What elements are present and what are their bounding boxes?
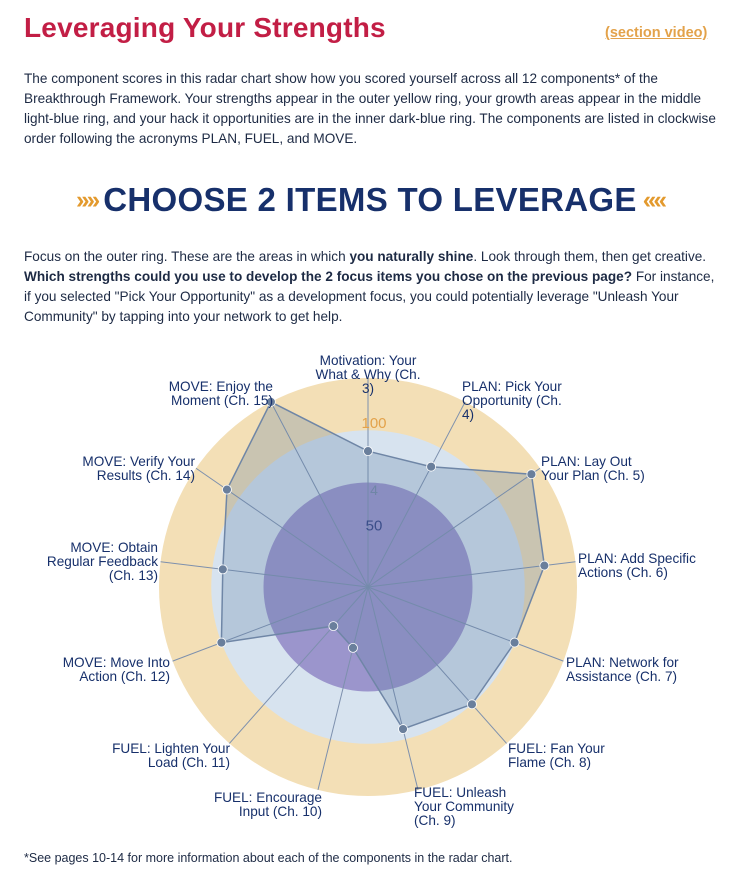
category-label: FUEL: Fan Your Flame (Ch. 8) xyxy=(508,741,605,770)
spoke-line xyxy=(229,586,369,744)
spoke-line xyxy=(367,401,466,588)
category-label-line: FUEL: Unleash xyxy=(414,785,506,800)
score-point xyxy=(467,699,477,710)
category-label-line: Action (Ch. 12) xyxy=(79,669,170,684)
score-point xyxy=(217,564,228,575)
category-label-line: What & Why (Ch. xyxy=(316,367,421,382)
category-label-line: 3) xyxy=(362,381,374,396)
category-label-line: PLAN: Network for xyxy=(566,655,679,670)
spoke-line xyxy=(172,586,369,662)
category-label-line: Your Plan (Ch. 5) xyxy=(541,468,645,483)
category-label-line: MOVE: Obtain xyxy=(70,540,158,555)
score-point xyxy=(216,637,227,648)
category-label: FUEL: Unleash Your Community (Ch. 9) xyxy=(414,785,514,828)
footnote: *See pages 10-14 for more information ab… xyxy=(24,851,513,865)
score-point xyxy=(328,621,339,632)
category-label: Motivation: Your What & Why (Ch. 3) xyxy=(316,353,421,396)
category-label-line: FUEL: Fan Your xyxy=(508,741,605,756)
score-point xyxy=(222,484,232,495)
category-label-line: MOVE: Move Into xyxy=(63,655,170,670)
category-label: PLAN: Add Specific Actions (Ch. 6) xyxy=(578,551,696,580)
category-label-line: Regular Feedback xyxy=(47,554,158,569)
radar-chart: 100 50 4 Motivation: Your What & Why (Ch. 3) P… xyxy=(47,353,696,828)
category-label-line: FUEL: Lighten Your xyxy=(112,741,230,756)
category-label-line: Actions (Ch. 6) xyxy=(578,565,668,580)
score-point xyxy=(363,446,373,457)
spoke-line xyxy=(367,586,507,744)
page-title: Leveraging Your Strengths xyxy=(24,12,386,43)
spoke-line xyxy=(367,586,564,662)
category-label-line: Assistance (Ch. 7) xyxy=(566,669,677,684)
category-label-line: PLAN: Lay Out xyxy=(541,454,632,469)
score-point xyxy=(526,469,537,480)
score-point xyxy=(426,461,437,472)
focus-text-2: . Look through them, then get creative. xyxy=(473,249,707,264)
category-label: MOVE: Move Into Action (Ch. 12) xyxy=(63,655,170,684)
category-label-line: Results (Ch. 14) xyxy=(97,468,195,483)
chevrons-left-icon: ‹‹‹‹ xyxy=(642,185,667,214)
category-label-line: MOVE: Enjoy the xyxy=(169,379,273,394)
intro-paragraph: The component scores in this radar chart… xyxy=(24,71,716,146)
category-label-line: Flame (Ch. 8) xyxy=(508,755,591,770)
chevrons-right-icon: ›››› xyxy=(75,185,100,214)
axis-marker-label: 4 xyxy=(370,482,378,498)
category-label-line: (Ch. 13) xyxy=(109,568,158,583)
banner-title: CHOOSE 2 ITEMS TO LEVERAGE xyxy=(103,181,637,218)
score-point xyxy=(398,724,408,734)
score-point xyxy=(265,397,276,407)
focus-bold-1: you naturally shine xyxy=(349,249,474,264)
category-label: PLAN: Network for Assistance (Ch. 7) xyxy=(566,655,679,684)
spoke-line xyxy=(367,467,541,588)
category-label: PLAN: Pick Your Opportunity (Ch. 4) xyxy=(462,379,562,422)
category-label: FUEL: Encourage Input (Ch. 10) xyxy=(214,790,322,819)
category-label-line: Your Community xyxy=(414,799,514,814)
focus-paragraph: Focus on the outer ring. These are the a… xyxy=(24,247,724,327)
score-point xyxy=(539,560,550,571)
section-video-link[interactable]: (section video) xyxy=(605,25,708,41)
category-label: MOVE: Verify Your Results (Ch. 14) xyxy=(82,454,195,483)
spoke-line xyxy=(270,401,369,588)
spoke-line xyxy=(367,586,419,791)
category-label-line: Motivation: Your xyxy=(320,353,417,368)
category-label-line: 4) xyxy=(462,407,474,422)
leverage-banner: ›››› CHOOSE 2 ITEMS TO LEVERAGE ‹‹‹‹ xyxy=(38,180,702,220)
category-label-line: Input (Ch. 10) xyxy=(239,804,322,819)
category-label-line: Load (Ch. 11) xyxy=(148,755,230,770)
spoke-line xyxy=(160,561,369,588)
category-label-line: FUEL: Encourage xyxy=(214,790,322,805)
score-point xyxy=(348,642,358,653)
focus-bold-2: Which strengths could you use to develop… xyxy=(24,269,633,284)
spoke-line xyxy=(317,586,369,791)
category-label: MOVE: Enjoy the Moment (Ch. 15) xyxy=(169,379,273,408)
category-label: PLAN: Lay Out Your Plan (Ch. 5) xyxy=(541,454,645,483)
score-point xyxy=(509,637,520,648)
score-polygon xyxy=(220,400,546,730)
category-label-line: PLAN: Add Specific xyxy=(578,551,696,566)
focus-text-3: For instance, if you selected "Pick Your… xyxy=(24,269,715,324)
category-label-line: Moment (Ch. 15) xyxy=(171,393,273,408)
category-label-line: PLAN: Pick Your xyxy=(462,379,562,394)
category-label-line: (Ch. 9) xyxy=(414,813,456,828)
tick-label-50: 50 xyxy=(366,517,383,534)
category-label-line: MOVE: Verify Your xyxy=(82,454,195,469)
tick-label-100: 100 xyxy=(361,415,386,432)
category-label: MOVE: Obtain Regular Feedback (Ch. 13) xyxy=(47,540,158,583)
category-label-line: Opportunity (Ch. xyxy=(462,393,562,408)
category-label: FUEL: Lighten Your Load (Ch. 11) xyxy=(112,741,230,770)
focus-text-1: Focus on the outer ring. These are the a… xyxy=(24,249,350,264)
